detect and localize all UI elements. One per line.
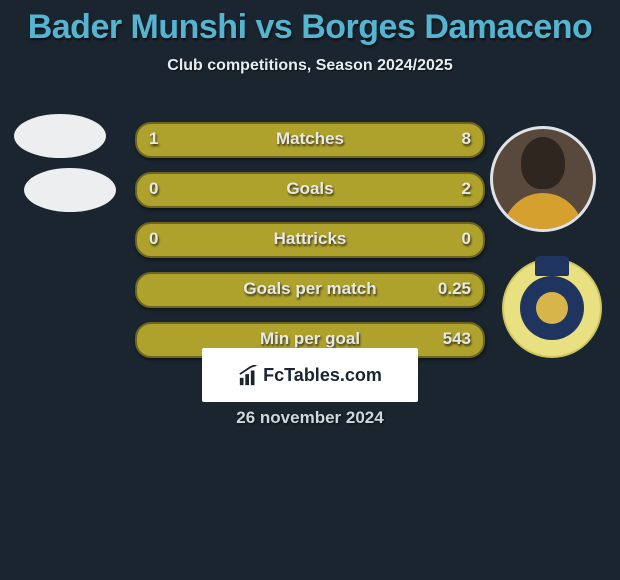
stat-row: 0Goals2 xyxy=(135,172,485,208)
badge-crown xyxy=(535,256,569,276)
stat-label: Goals per match xyxy=(137,274,483,306)
bar-chart-icon xyxy=(238,365,260,387)
stat-value-right: 2 xyxy=(462,174,471,206)
stat-value-right: 8 xyxy=(462,124,471,156)
stat-label: Matches xyxy=(137,124,483,156)
stat-label: Goals xyxy=(137,174,483,206)
stat-value-right: 0.25 xyxy=(438,274,471,306)
page-title: Bader Munshi vs Borges Damaceno xyxy=(0,0,620,47)
stat-row: 1Matches8 xyxy=(135,122,485,158)
stat-value-right: 543 xyxy=(443,324,471,356)
page-subtitle: Club competitions, Season 2024/2025 xyxy=(0,57,620,75)
stats-container: 1Matches80Goals20Hattricks0Goals per mat… xyxy=(135,122,485,372)
stat-value-right: 0 xyxy=(462,224,471,256)
brand-text: FcTables.com xyxy=(263,365,382,385)
player-right-club-badge xyxy=(502,258,602,358)
player-left-photo-placeholder-2 xyxy=(24,168,116,212)
date-text: 26 november 2024 xyxy=(0,408,620,428)
player-left-photo-placeholder-1 xyxy=(14,114,106,158)
brand-badge: FcTables.com xyxy=(202,348,418,402)
badge-ball-icon xyxy=(536,292,568,324)
stat-row: 0Hattricks0 xyxy=(135,222,485,258)
player-right-photo xyxy=(490,126,596,232)
stat-label: Hattricks xyxy=(137,224,483,256)
stat-row: Goals per match0.25 xyxy=(135,272,485,308)
